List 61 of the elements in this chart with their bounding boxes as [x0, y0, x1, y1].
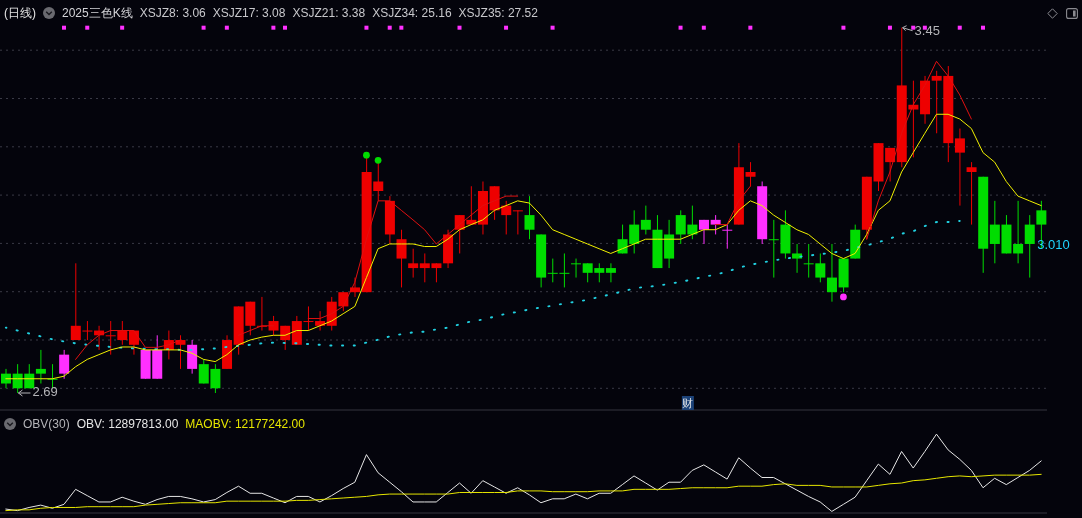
candlestick — [792, 243, 803, 274]
candlestick — [59, 349, 70, 380]
point — [399, 25, 404, 30]
candlestick — [524, 195, 535, 240]
annotation: 3.010 — [1037, 237, 1070, 253]
candlestick — [396, 229, 407, 288]
chart-subtitle: 2025三色K线 — [62, 4, 133, 22]
point — [387, 25, 392, 30]
text: XSJZ34: 25.16 — [372, 6, 452, 20]
candlestick — [605, 262, 616, 283]
point — [271, 25, 276, 30]
candlestick — [699, 219, 709, 245]
candlestick — [966, 161, 977, 226]
chart-title: (日线) — [4, 4, 36, 22]
point — [201, 25, 206, 30]
chart-title: OBV(30) — [23, 417, 70, 431]
candlestick — [954, 128, 965, 207]
point — [840, 293, 847, 301]
candlestick — [640, 205, 651, 235]
candlestick — [826, 243, 837, 303]
point — [748, 25, 753, 30]
text: XSJZ21: 3.38 — [292, 6, 366, 20]
candlestick — [47, 363, 58, 389]
text: XSJZ17: 3.08 — [212, 6, 286, 20]
point — [457, 25, 462, 30]
candlestick — [710, 214, 721, 235]
point — [363, 151, 370, 159]
point — [283, 25, 288, 30]
point — [504, 25, 509, 30]
point — [678, 25, 683, 30]
point — [841, 25, 846, 30]
point — [61, 25, 66, 30]
text: XSJZ35: 27.52 — [458, 6, 538, 20]
point — [701, 25, 706, 30]
candlestick — [408, 248, 419, 279]
candlestick — [1, 368, 11, 389]
point — [364, 25, 369, 30]
candlestick — [1013, 200, 1024, 264]
point — [85, 25, 90, 30]
annotation: 2.69 — [32, 384, 58, 400]
candlestick — [745, 161, 756, 187]
text: 财 — [682, 397, 694, 409]
point — [120, 25, 125, 30]
candlestick — [35, 349, 46, 385]
point — [981, 25, 986, 30]
candlestick — [512, 209, 523, 235]
candlestick — [350, 277, 360, 298]
text: MAOBV: 12177242.00 — [185, 417, 305, 431]
candlestick — [571, 258, 582, 279]
candlestick — [175, 334, 186, 370]
text: XSJZ8: 3.06 — [139, 6, 206, 20]
point — [374, 156, 382, 164]
point — [550, 25, 555, 30]
point — [224, 25, 229, 30]
point — [887, 25, 892, 30]
candlestick — [722, 224, 733, 250]
candlestick — [128, 330, 139, 356]
candlestick — [1024, 214, 1035, 279]
point — [957, 25, 962, 30]
text: OBV: 12897813.00 — [76, 417, 179, 431]
annotation: 3.45 — [914, 23, 940, 39]
